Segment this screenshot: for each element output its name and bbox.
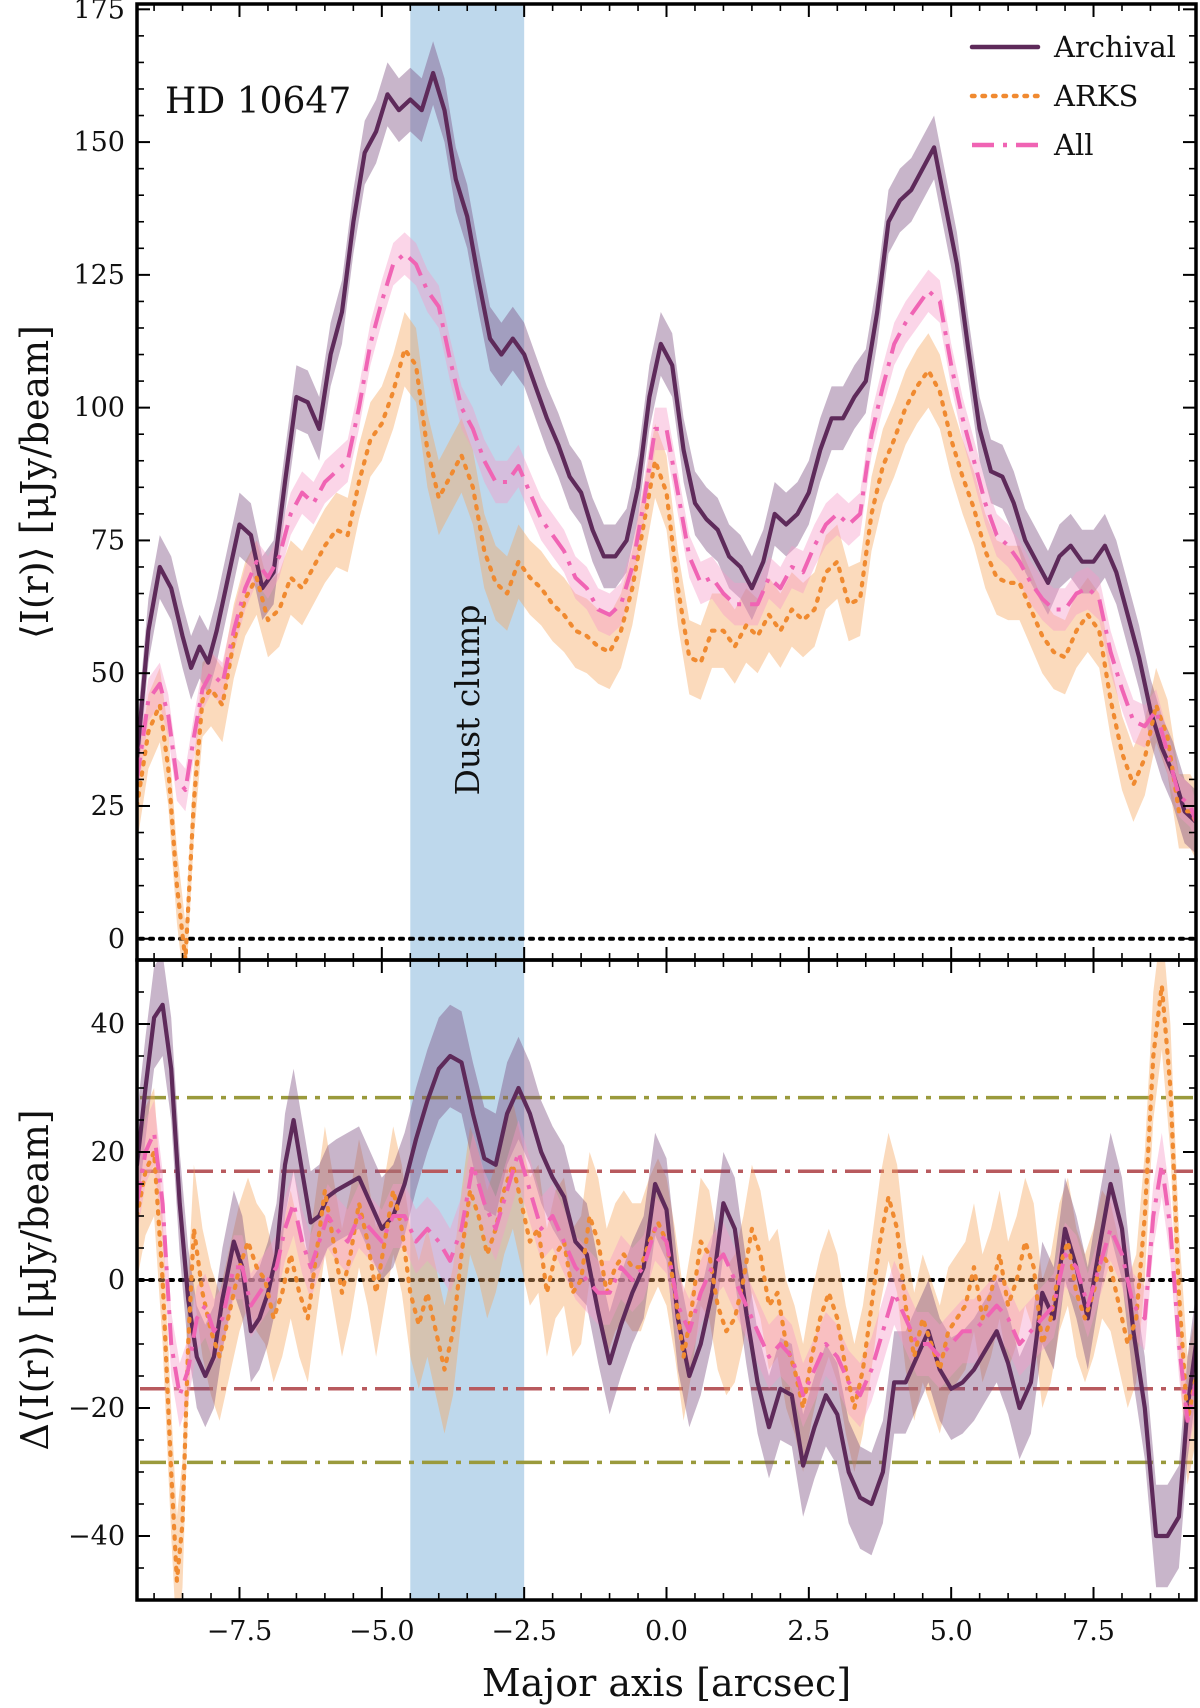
series-line-archival-bottom xyxy=(137,1002,1196,1539)
ytick-label: 0 xyxy=(108,924,125,955)
y-axis-title-top: ⟨I(r)⟩ [μJy/beam] xyxy=(13,325,57,639)
xtick-label: 0.0 xyxy=(645,1616,688,1647)
x-axis-title: Major axis [arcsec] xyxy=(482,1661,851,1705)
legend: Archival ARKS All xyxy=(969,30,1176,162)
dust-clump-label: Dust clump xyxy=(448,604,487,795)
axis-ticks xyxy=(137,4,1196,1601)
series-line-archival-top xyxy=(137,70,1196,824)
series-line-all-top xyxy=(137,251,1196,823)
ytick-label: 100 xyxy=(73,393,125,424)
ytick-label: 40 xyxy=(91,1009,125,1040)
series-line-arks-bottom xyxy=(137,983,1196,1583)
ytick-label: 125 xyxy=(73,260,125,291)
ytick-label: 25 xyxy=(91,791,125,822)
legend-label-all: All xyxy=(1053,128,1094,162)
ytick-label: 0 xyxy=(108,1265,125,1296)
xtick-label: −2.5 xyxy=(491,1616,557,1647)
legend-label-arks: ARKS xyxy=(1053,79,1138,113)
uncertainty-band-arks-bottom xyxy=(137,960,1196,1600)
target-name-label: HD 10647 xyxy=(165,81,351,122)
series-line-arks-top xyxy=(137,347,1196,960)
y-axis-title-bottom: Δ⟨I(r)⟩ [μJy/beam] xyxy=(13,1109,57,1450)
ytick-label: −40 xyxy=(68,1521,125,1552)
ytick-label: 75 xyxy=(91,525,125,556)
series-layer xyxy=(137,41,1196,1600)
ytick-label: 50 xyxy=(91,658,125,689)
ytick-label: 20 xyxy=(91,1137,125,1168)
ytick-label: 175 xyxy=(73,0,125,25)
ytick-label: −20 xyxy=(68,1393,125,1424)
legend-label-archival: Archival xyxy=(1053,30,1176,64)
xtick-label: 5.0 xyxy=(930,1616,973,1647)
ytick-label: 150 xyxy=(73,127,125,158)
xtick-label: 2.5 xyxy=(787,1616,830,1647)
reference-lines xyxy=(138,936,1195,1465)
text-layer: 0 25 50 75 100 125 150 175 ⟨I(r)⟩ [μJy/beam] HD 1… xyxy=(13,0,1115,1705)
xtick-label: 7.5 xyxy=(1072,1616,1115,1647)
xtick-label: −5.0 xyxy=(349,1616,415,1647)
series-line-all-bottom xyxy=(137,1130,1196,1423)
xtick-label: −7.5 xyxy=(207,1616,273,1647)
